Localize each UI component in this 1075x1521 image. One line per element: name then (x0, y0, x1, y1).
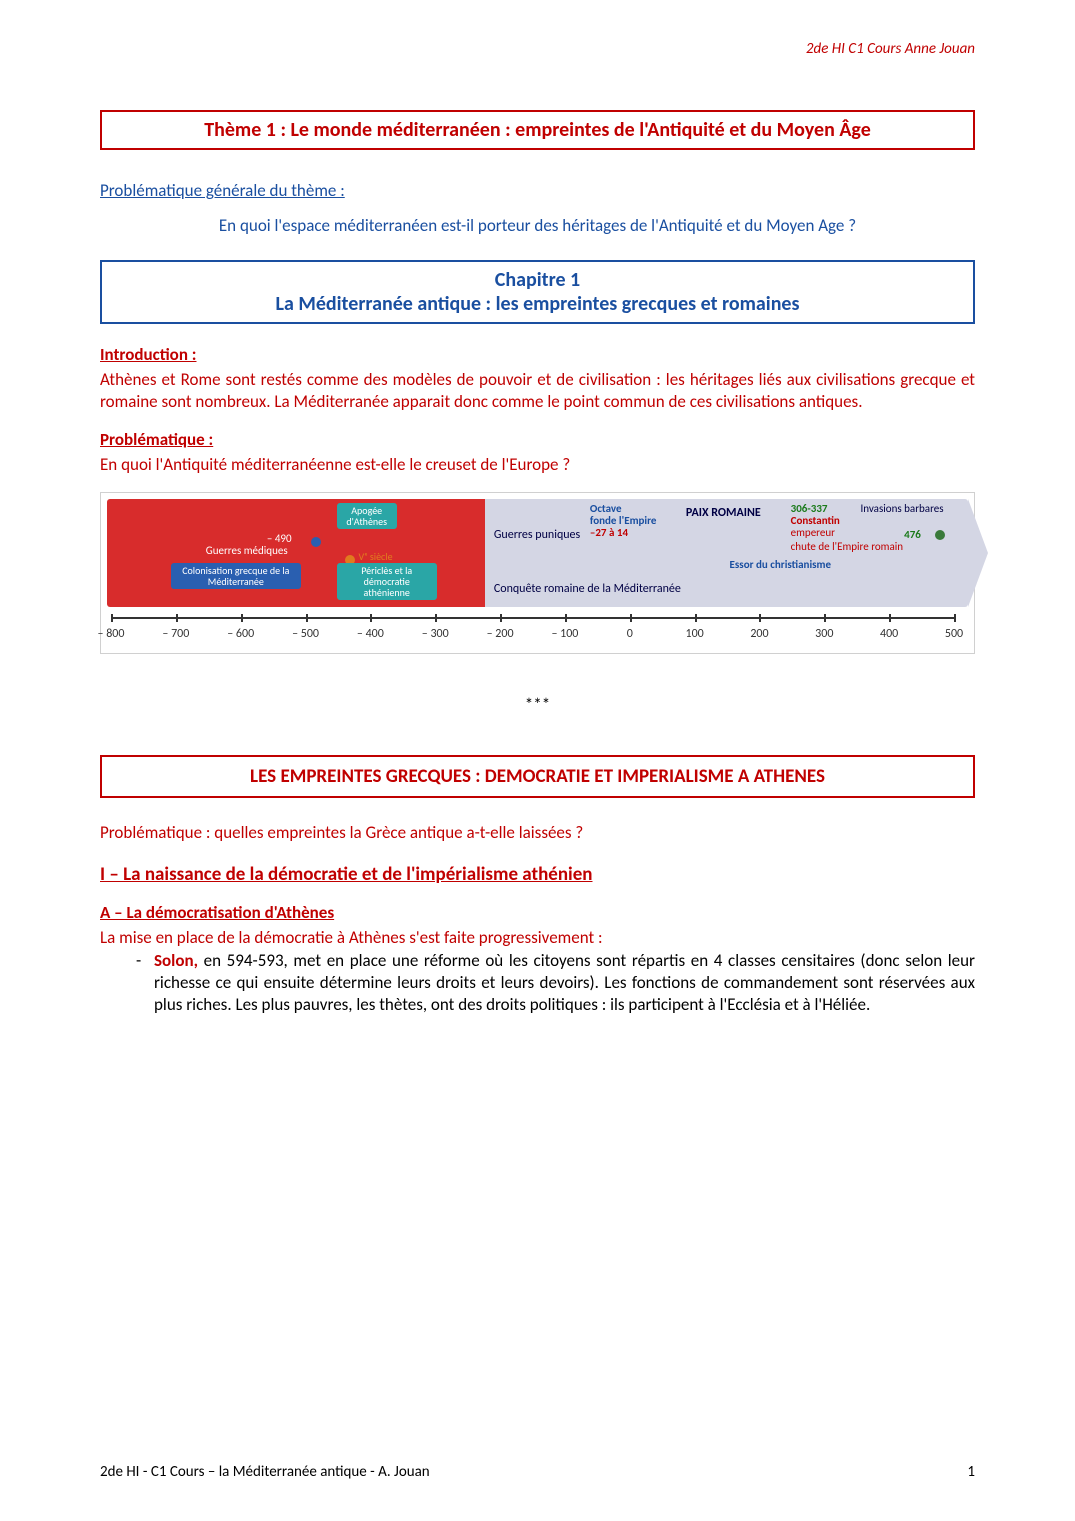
problematique-text: En quoi l'Antiquité méditerranéenne est-… (100, 454, 975, 476)
axis-tick-label: 200 (750, 627, 768, 641)
timeline-arrow-icon (968, 499, 988, 607)
guerres-puniques: Guerres puniques (494, 529, 580, 542)
sub-problematique: Problématique : quelles empreintes la Gr… (100, 822, 975, 843)
axis-tick-label: – 300 (422, 627, 449, 641)
paix-romaine: PAIX ROMAINE (686, 507, 761, 520)
footer-left: 2de HI - C1 Cours – la Méditerranée anti… (100, 1463, 430, 1481)
axis-tick-label: 100 (685, 627, 703, 641)
axis-tick-label: – 100 (551, 627, 578, 641)
bullet-solon-name: Solon, (154, 950, 198, 971)
axis-tick (500, 614, 502, 622)
introduction-heading: Introduction : (100, 344, 975, 365)
problematique-heading: Problématique : (100, 429, 975, 450)
separator-stars: *** (100, 694, 975, 715)
axis-tick-label: 400 (880, 627, 898, 641)
apogee-label: Apogée d'Athènes (337, 503, 397, 529)
chute-dot-icon (935, 530, 945, 540)
axis-tick (759, 614, 761, 622)
axis-tick (824, 614, 826, 622)
timeline-diagram: Apogée d'Athènes – 490 Guerres médiques … (100, 492, 975, 654)
axis-tick (111, 614, 113, 622)
section-a-intro: La mise en place de la démocratie à Athè… (100, 927, 975, 948)
theme-title-box: Thème 1 : Le monde méditerranéen : empre… (100, 110, 975, 150)
chapter-title: La Méditerranée antique : les empreintes… (110, 292, 965, 316)
constantin-label: 306-337 Constantin empereur (791, 503, 840, 539)
axis-tick (306, 614, 308, 622)
invasions-label: Invasions barbares (861, 503, 944, 515)
axis-tick (630, 614, 632, 622)
chapter-number: Chapitre 1 (110, 268, 965, 292)
page-footer: 2de HI - C1 Cours – la Méditerranée anti… (100, 1463, 975, 1481)
axis-tick-label: – 400 (357, 627, 384, 641)
conquete-label: Conquête romaine de la Méditerranée (494, 583, 681, 596)
medique-dot-icon (311, 537, 321, 547)
section-a-bullets: Solon, en 594-593, met en place une réfo… (100, 950, 975, 1016)
axis-tick-label: – 700 (162, 627, 189, 641)
octave-label: Octave fonde l'Empire –27 à 14 (590, 503, 657, 539)
axis-tick (370, 614, 372, 622)
footer-page-number: 1 (967, 1463, 975, 1481)
header-course-info: 2de HI C1 Cours Anne Jouan (806, 40, 975, 58)
chute-text: chute de l'Empire romain (791, 541, 903, 553)
bullet-solon: Solon, en 594-593, met en place une réfo… (140, 950, 975, 1016)
introduction-text: Athènes et Rome sont restés comme des mo… (100, 369, 975, 413)
axis-tick (176, 614, 178, 622)
axis-tick-label: – 200 (487, 627, 514, 641)
chapter-box: Chapitre 1 La Méditerranée antique : les… (100, 260, 975, 324)
axis-tick (241, 614, 243, 622)
colonisation-label: Colonisation grecque de la Méditerranée (171, 563, 301, 589)
axis-tick-label: 500 (945, 627, 963, 641)
section-i-heading: I – La naissance de la démocratie et de … (100, 863, 975, 886)
pericles-label: Périclès et la démocratie athénienne (337, 563, 437, 600)
axis-line (111, 617, 954, 619)
medique-text: Guerres médiques (206, 545, 288, 557)
christianisme-label: Essor du christianisme (730, 559, 831, 571)
axis-tick-label: – 600 (227, 627, 254, 641)
axis-tick (889, 614, 891, 622)
theme-title: Thème 1 : Le monde méditerranéen : empre… (112, 118, 963, 142)
axis-tick (695, 614, 697, 622)
axis-tick (565, 614, 567, 622)
section-greek-title: LES EMPREINTES GRECQUES : DEMOCRATIE ET … (110, 765, 965, 788)
bullet-solon-text: en 594-593, met en place une réforme où … (154, 950, 975, 1015)
axis-tick (954, 614, 956, 622)
axis-tick (435, 614, 437, 622)
timeline-axis: – 800– 700– 600– 500– 400– 300– 200– 100… (111, 617, 954, 647)
axis-tick-label: – 500 (292, 627, 319, 641)
section-a-heading: A – La démocratisation d'Athènes (100, 902, 975, 923)
axis-tick-label: 0 (627, 627, 633, 641)
siecle-top: Vᵉ siècle (359, 551, 393, 562)
problematique-generale-label: Problématique générale du thème : (100, 180, 975, 201)
axis-tick-label: 300 (815, 627, 833, 641)
section-greek-box: LES EMPREINTES GRECQUES : DEMOCRATIE ET … (100, 755, 975, 798)
axis-tick-label: – 800 (98, 627, 125, 641)
chute-year: 476 (904, 529, 921, 541)
problematique-generale-question: En quoi l'espace méditerranéen est-il po… (100, 215, 975, 236)
